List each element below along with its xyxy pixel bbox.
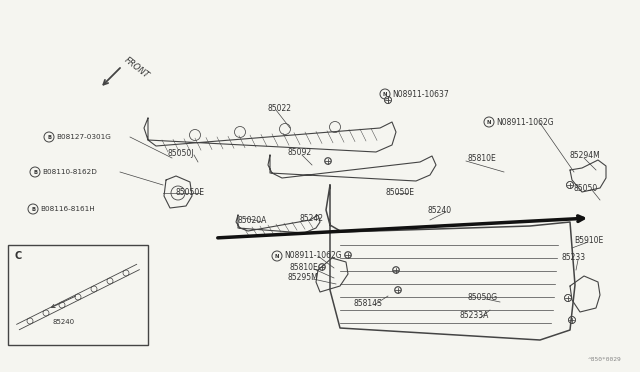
Text: N08911-1062G: N08911-1062G — [284, 251, 342, 260]
Text: 85022: 85022 — [268, 103, 292, 112]
Text: 85050G: 85050G — [468, 294, 498, 302]
Text: B: B — [33, 170, 37, 174]
Text: 85814S: 85814S — [354, 299, 383, 308]
Text: 85810E: 85810E — [290, 263, 319, 273]
Text: B08110-8162D: B08110-8162D — [42, 169, 97, 175]
Text: C: C — [14, 251, 21, 261]
Text: B08116-8161H: B08116-8161H — [40, 206, 95, 212]
Text: N08911-10637: N08911-10637 — [392, 90, 449, 99]
Text: 85242: 85242 — [300, 214, 324, 222]
Bar — [8, 245, 148, 345]
Text: 85092: 85092 — [288, 148, 312, 157]
Text: 85295M: 85295M — [288, 273, 319, 282]
Text: 85240: 85240 — [52, 319, 74, 325]
Text: FRONT: FRONT — [123, 55, 151, 80]
Text: B: B — [47, 135, 51, 140]
Text: 85020A: 85020A — [238, 215, 268, 224]
Text: 85050E: 85050E — [176, 187, 205, 196]
Text: 85050: 85050 — [574, 183, 598, 192]
Text: 85240: 85240 — [428, 205, 452, 215]
Text: B08127-0301G: B08127-0301G — [56, 134, 111, 140]
Text: 85050J: 85050J — [168, 148, 195, 157]
Text: ^850*0029: ^850*0029 — [588, 357, 622, 362]
Text: 85050E: 85050E — [386, 187, 415, 196]
Text: N08911-1062G: N08911-1062G — [496, 118, 554, 126]
Text: 85810E: 85810E — [468, 154, 497, 163]
Text: 85233: 85233 — [562, 253, 586, 263]
Text: N: N — [487, 119, 492, 125]
Text: B5910E: B5910E — [574, 235, 604, 244]
Text: 85233A: 85233A — [460, 311, 490, 321]
Text: N: N — [275, 253, 279, 259]
Text: B: B — [31, 206, 35, 212]
Text: 85294M: 85294M — [570, 151, 601, 160]
Text: N: N — [383, 92, 387, 96]
